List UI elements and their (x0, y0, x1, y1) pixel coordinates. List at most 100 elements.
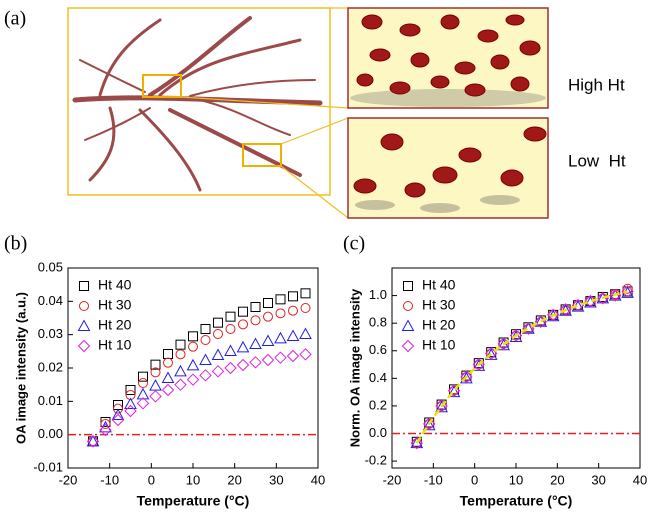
marker (211, 348, 225, 360)
marker (149, 390, 162, 403)
x-tick-label: -10 (424, 472, 443, 487)
high-ht-zoom (347, 7, 549, 109)
marker (286, 329, 300, 341)
legend-label: Ht 10 (422, 337, 456, 353)
y-tick-label: 0.01 (38, 393, 63, 408)
marker (86, 434, 100, 447)
x-tick-label: 40 (311, 472, 325, 487)
marker (288, 305, 298, 316)
marker (522, 322, 535, 334)
legend-marker (401, 319, 415, 331)
marker (174, 378, 187, 391)
panel-label: (a) (4, 8, 26, 30)
y-tick-label: 0.0 (369, 425, 387, 440)
marker (161, 371, 175, 383)
marker (111, 413, 125, 427)
marker (200, 335, 211, 345)
marker (161, 383, 175, 397)
y-axis-label: OA image intensity (a.u.) (13, 292, 28, 444)
marker (422, 417, 436, 431)
x-tick-label: 30 (269, 472, 283, 487)
marker (410, 436, 424, 450)
x-tick-label: -20 (383, 472, 402, 487)
y-tick-label: 0.02 (38, 359, 63, 374)
marker (138, 371, 148, 382)
marker (275, 308, 286, 319)
y-tick-label: 1.0 (369, 287, 387, 302)
fit-line (415, 290, 628, 444)
marker (136, 397, 150, 410)
y-tick-label: -0.01 (33, 459, 63, 474)
y-tick-label: 0.8 (369, 315, 387, 330)
legend-label: Ht 40 (422, 277, 456, 293)
x-axis-label: Temperature (°C) (137, 493, 250, 509)
marker (263, 298, 273, 308)
y-tick-label: -0.2 (365, 453, 387, 468)
x-tick-label: -20 (59, 472, 78, 487)
marker (300, 303, 311, 313)
marker (238, 306, 248, 317)
marker (211, 365, 225, 378)
y-tick-label: 0.00 (38, 426, 63, 441)
marker (286, 349, 300, 363)
marker (188, 341, 198, 352)
x-tick-label: 0 (148, 472, 155, 487)
marker (263, 311, 273, 322)
marker (186, 358, 200, 371)
y-tick-label: 0.05 (38, 259, 63, 274)
legend-marker (403, 301, 413, 311)
x-tick-label: 30 (591, 472, 605, 487)
low-ht-zoom (347, 117, 549, 219)
legend-marker (403, 281, 413, 291)
marker (175, 349, 186, 360)
marker (174, 364, 187, 377)
marker (250, 302, 261, 312)
marker (199, 353, 212, 365)
marker (236, 358, 250, 372)
panel-label: (b) (4, 233, 27, 255)
vessel-image (67, 7, 349, 219)
x-tick-label: 10 (186, 472, 200, 487)
x-tick-label: 0 (471, 472, 478, 487)
x-tick-label: 10 (509, 472, 523, 487)
marker (274, 331, 287, 344)
legend-label: Ht 40 (98, 277, 132, 293)
marker (163, 349, 173, 359)
marker (150, 367, 161, 378)
panel-label: (c) (343, 233, 365, 255)
legend-label: Ht 30 (98, 297, 132, 313)
marker (509, 329, 523, 342)
high-ht-label: High Ht (568, 75, 625, 94)
legend-marker (79, 301, 89, 311)
marker (86, 435, 100, 448)
legend-label: Ht 20 (422, 317, 456, 333)
x-tick-label: 40 (633, 472, 647, 487)
marker (124, 404, 137, 418)
marker (225, 324, 236, 334)
marker (111, 408, 125, 420)
marker (138, 378, 148, 388)
x-tick-label: 20 (227, 472, 241, 487)
legend-label: Ht 20 (98, 317, 132, 333)
marker (288, 291, 298, 302)
x-tick-label: 20 (550, 472, 564, 487)
low-ht-label: Low Ht (568, 151, 626, 170)
marker (99, 423, 112, 437)
marker (250, 315, 261, 326)
marker (261, 334, 275, 346)
x-tick-label: -10 (100, 472, 119, 487)
legend-marker (77, 319, 91, 331)
marker (299, 348, 312, 361)
marker (236, 340, 250, 353)
marker (225, 311, 236, 322)
marker (275, 294, 286, 305)
x-axis-label: Temperature (°C) (460, 493, 573, 509)
legend-marker (79, 281, 89, 291)
marker (163, 357, 173, 368)
marker (113, 403, 123, 414)
marker (100, 419, 111, 429)
marker (410, 436, 424, 449)
marker (435, 399, 448, 413)
